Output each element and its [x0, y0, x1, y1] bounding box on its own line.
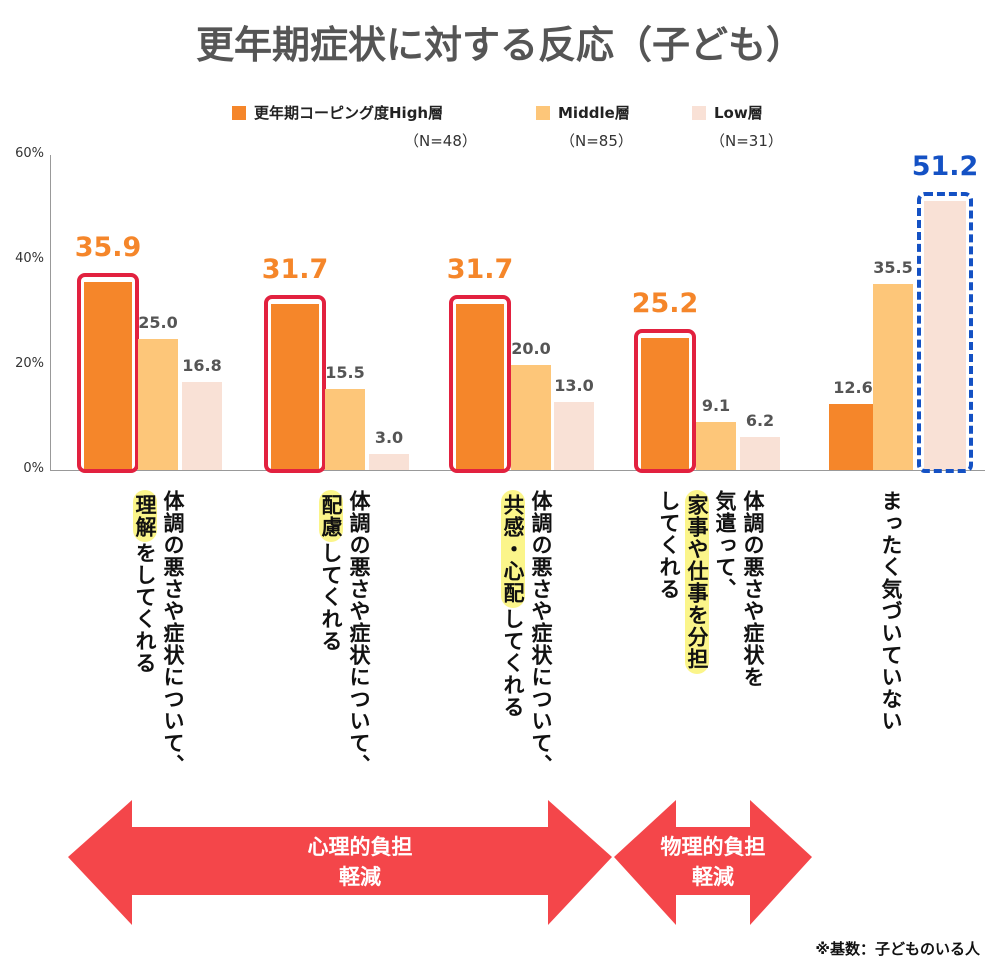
- label-column: 理解をしてくれる: [132, 490, 158, 776]
- data-label: 35.9: [74, 231, 142, 263]
- data-label: 31.7: [261, 253, 329, 285]
- data-label: 3.0: [374, 428, 404, 448]
- arrows: [68, 800, 812, 925]
- data-label: 15.5: [325, 362, 365, 382]
- label-text: 体調の悪さや症状を: [741, 490, 765, 688]
- label-column: 配慮してくれる: [318, 490, 344, 776]
- legend-high: 更年期コーピング度High層: [232, 102, 443, 123]
- bar-high: [829, 403, 877, 470]
- bar-low: [182, 381, 222, 470]
- legend-n-high: （N=48）: [404, 132, 477, 150]
- label-text: 気遣って、: [713, 490, 737, 600]
- data-label: 6.2: [745, 411, 775, 431]
- legend-n-middle: （N=85）: [560, 132, 633, 150]
- category-label: 体調の悪さや症状について、 共感・心配してくれる: [500, 490, 554, 776]
- data-label: 31.7: [446, 253, 514, 285]
- legend-label: 更年期コーピング度High層: [254, 104, 444, 122]
- data-label: 35.5: [873, 257, 913, 277]
- label-text: まったく気づいていない: [879, 490, 903, 732]
- psychological-arrow: [68, 800, 612, 925]
- legend-swatch: [692, 105, 706, 120]
- data-label: 20.0: [511, 339, 551, 358]
- highlight-box: [77, 272, 139, 473]
- label-column: 家事や仕事を分担: [684, 490, 710, 688]
- y-tick-label: 20%: [15, 356, 44, 371]
- legend-swatch: [232, 105, 246, 120]
- label-column: してくれる: [656, 490, 682, 688]
- highlight-box: [264, 294, 326, 473]
- bar-high: [84, 281, 132, 470]
- label-text: してくれる: [319, 542, 343, 652]
- physical-arrow: [614, 800, 812, 925]
- y-tick-label: 60%: [15, 146, 44, 161]
- bar-high: [456, 303, 504, 470]
- bar-middle: [325, 388, 365, 470]
- bar-low: [369, 454, 409, 470]
- label-text: してくれる: [657, 490, 681, 600]
- legend-label: Middle層: [558, 104, 630, 122]
- label-column: 体調の悪さや症状を: [740, 490, 766, 688]
- highlighted-text: 家事や仕事を分担: [685, 490, 709, 674]
- data-label: 12.6: [833, 377, 873, 397]
- label-text: してくれる: [501, 608, 525, 718]
- category-label: まったく気づいていない: [878, 490, 904, 732]
- bar-middle: [873, 283, 913, 470]
- legend-n-low: （N=31）: [710, 132, 783, 150]
- label-column: 体調の悪さや症状について、: [528, 490, 554, 776]
- legend-low: Low層: [692, 102, 763, 123]
- label-column: 共感・心配してくれる: [500, 490, 526, 776]
- label-column: 体調の悪さや症状について、: [346, 490, 372, 776]
- y-axis: [50, 155, 51, 471]
- data-label: 25.0: [138, 312, 178, 332]
- bar-low: [924, 201, 966, 470]
- footnote: ※基数：子どものいる人: [815, 940, 980, 958]
- bar-high: [641, 337, 689, 470]
- legend-label: Low層: [714, 104, 763, 122]
- highlighted-text: 配慮: [319, 490, 343, 542]
- highlight-box: [917, 192, 973, 473]
- label-text: をしてくれる: [133, 542, 157, 674]
- bar-high: [271, 303, 319, 470]
- bar-low: [554, 401, 594, 470]
- bar-middle: [138, 338, 178, 470]
- data-label: 51.2: [911, 151, 979, 183]
- data-label: 16.8: [182, 355, 222, 375]
- bar-middle: [696, 422, 736, 470]
- label-column: 気遣って、: [712, 490, 738, 688]
- label-text: 体調の悪さや症状について、: [161, 490, 185, 776]
- data-label: 13.0: [554, 375, 594, 395]
- category-label: 体調の悪さや症状を 気遣って、 家事や仕事を分担 してくれる: [656, 490, 766, 688]
- legend-middle: Middle層: [536, 102, 630, 123]
- legend-swatch: [536, 105, 550, 120]
- highlighted-text: 共感・心配: [501, 490, 525, 608]
- psychological-arrow-label: 心理的負担 軽減: [307, 835, 413, 889]
- label-text: 体調の悪さや症状について、: [347, 490, 371, 776]
- label-text: 体調の悪さや症状について、: [529, 490, 553, 776]
- highlighted-text: 理解: [133, 490, 157, 542]
- y-tick-label: 0%: [23, 461, 44, 476]
- label-column: まったく気づいていない: [878, 490, 904, 732]
- data-label: 25.2: [631, 287, 699, 319]
- highlight-box: [449, 294, 511, 473]
- chart-title: 更年期症状に対する反応（子ども）: [195, 23, 804, 67]
- bar-low: [740, 437, 780, 470]
- physical-arrow-label: 物理的負担 軽減: [660, 835, 766, 889]
- category-label: 体調の悪さや症状について、 理解をしてくれる: [132, 490, 186, 776]
- label-column: 体調の悪さや症状について、: [160, 490, 186, 776]
- highlight-box: [634, 328, 696, 473]
- x-axis: [50, 470, 985, 471]
- y-tick-label: 40%: [15, 251, 44, 266]
- category-label: 体調の悪さや症状について、 配慮してくれる: [318, 490, 372, 776]
- bar-middle: [511, 365, 551, 470]
- data-label: 9.1: [701, 396, 731, 416]
